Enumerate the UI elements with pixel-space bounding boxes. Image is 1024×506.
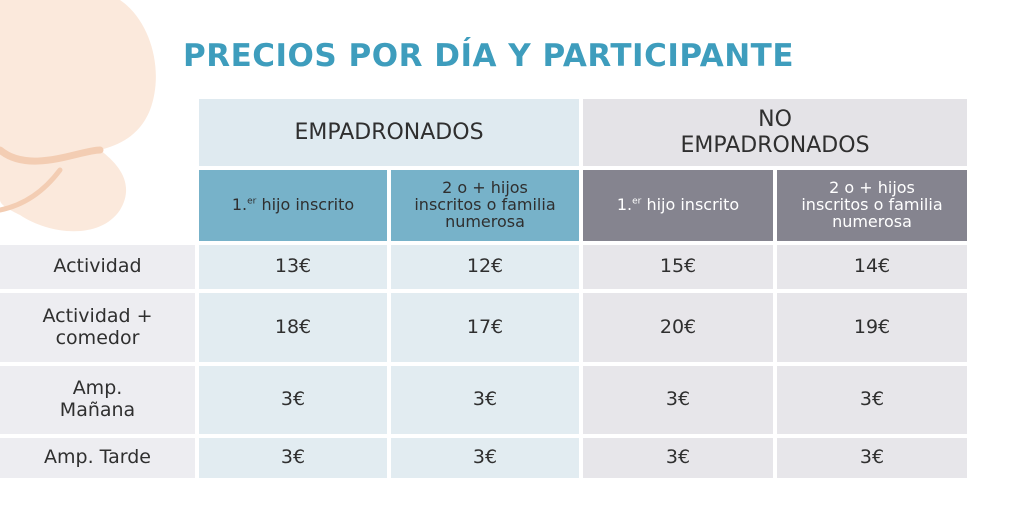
price-table: EMPADRONADOS NO EMPADRONADOS 1.er hijo i… xyxy=(0,99,967,478)
row-label-line1: Actividad xyxy=(53,255,142,278)
price-cell: 18€ xyxy=(199,293,387,362)
group-header-empadronados-label: EMPADRONADOS xyxy=(294,119,484,145)
price-cell: 12€ xyxy=(391,245,579,289)
row-label-amp-tarde: Amp. Tarde xyxy=(0,438,195,478)
price-cell: 3€ xyxy=(583,366,773,434)
subheader-second-line3: numerosa xyxy=(832,211,912,231)
row-label-actividad: Actividad xyxy=(0,245,195,289)
subheader-first-label: hijo inscrito xyxy=(256,195,355,215)
subheader-first-text: 1.er hijo inscrito xyxy=(231,195,355,215)
price-cell: 17€ xyxy=(391,293,579,362)
corner-blank xyxy=(0,99,195,241)
subheader-emp-multiple-children: 2 o + hijos inscritos o familia numerosa xyxy=(391,170,579,241)
subheader-first-label: hijo inscrito xyxy=(641,195,740,215)
ordinal-number: 1. xyxy=(231,195,248,215)
group-header-no-empadronados-line1: NO xyxy=(758,107,792,133)
price-cell: 3€ xyxy=(391,438,579,478)
peach-blob-decoration xyxy=(0,0,156,232)
price-cell: 15€ xyxy=(583,245,773,289)
price-cell: 3€ xyxy=(199,438,387,478)
subheader-second-line2: inscritos o familia xyxy=(801,195,943,215)
price-cell: 3€ xyxy=(583,438,773,478)
subheader-second-line1: 2 o + hijos xyxy=(829,178,915,198)
page-title: PRECIOS POR DÍA Y PARTICIPANTE xyxy=(183,38,794,74)
row-label-line1: Actividad + xyxy=(42,304,153,327)
price-cell: 3€ xyxy=(199,366,387,434)
price-cell: 13€ xyxy=(199,245,387,289)
row-label-line1: Amp. xyxy=(72,377,123,400)
price-cell: 3€ xyxy=(391,366,579,434)
subheader-second-line1: 2 o + hijos xyxy=(442,178,528,198)
group-header-no-empadronados: NO EMPADRONADOS xyxy=(583,99,967,166)
group-header-empadronados: EMPADRONADOS xyxy=(199,99,579,166)
price-cell: 19€ xyxy=(777,293,967,362)
group-header-no-empadronados-line2: EMPADRONADOS xyxy=(680,132,870,158)
subheader-first-text: 1.er hijo inscrito xyxy=(616,195,740,215)
row-label-line2: Mañana xyxy=(59,399,136,421)
price-cell: 3€ xyxy=(777,366,967,434)
subheader-noemp-first-child: 1.er hijo inscrito xyxy=(583,170,773,241)
row-label-line1: Amp. Tarde xyxy=(44,446,151,469)
row-label-actividad-comedor: Actividad + comedor xyxy=(0,293,195,362)
subheader-second-line2: inscritos o familia xyxy=(414,195,556,215)
ordinal-number: 1. xyxy=(616,195,633,215)
row-label-line2: comedor xyxy=(55,326,140,349)
subheader-emp-first-child: 1.er hijo inscrito xyxy=(199,170,387,241)
ordinal-suffix: er xyxy=(247,196,257,207)
price-cell: 14€ xyxy=(777,245,967,289)
row-label-amp-manana: Amp. Mañana xyxy=(0,366,195,434)
subheader-second-line3: numerosa xyxy=(445,211,525,231)
subheader-noemp-multiple-children: 2 o + hijos inscritos o familia numerosa xyxy=(777,170,967,241)
price-cell: 3€ xyxy=(777,438,967,478)
ordinal-suffix: er xyxy=(632,196,642,207)
price-cell: 20€ xyxy=(583,293,773,362)
